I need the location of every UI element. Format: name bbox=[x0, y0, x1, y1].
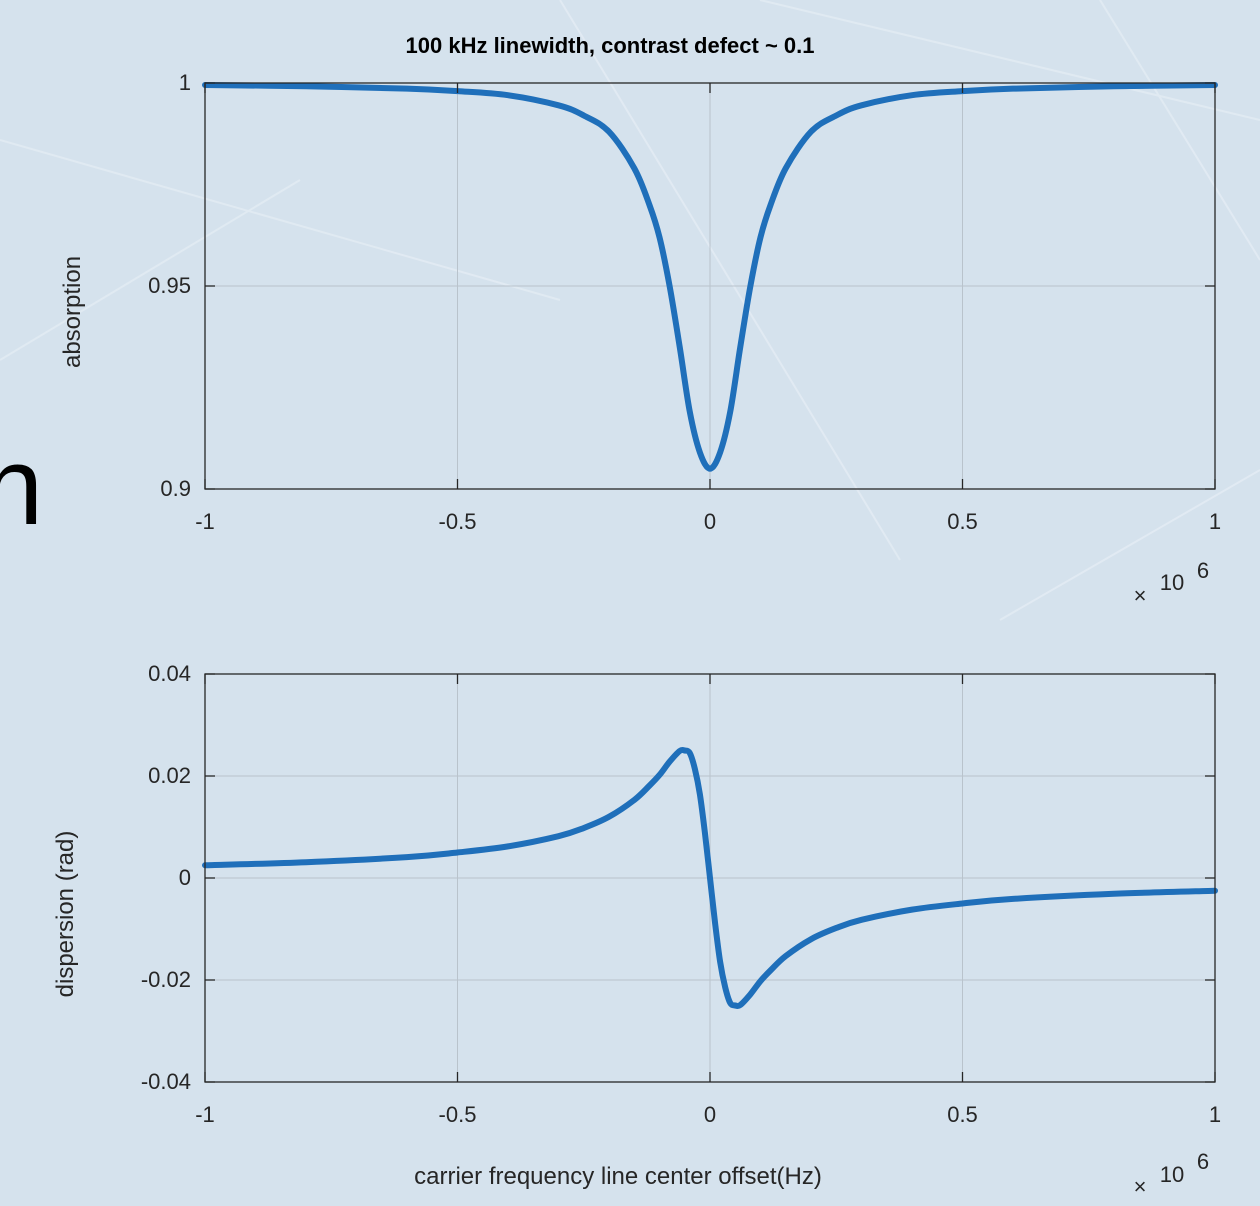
absorption-chart: -1 -0.5 0 0.5 1 0.9 0.95 1 100 kHz linewidth, c… bbox=[59, 33, 1221, 608]
x-tick-label: -0.5 bbox=[439, 509, 477, 534]
x-tick-label: 0 bbox=[704, 509, 716, 534]
x-exponent-times: × bbox=[1134, 1174, 1147, 1199]
x-tick-label: -1 bbox=[195, 1102, 215, 1127]
y-tick-label: 0.9 bbox=[160, 476, 191, 501]
dispersion-chart: -1 -0.5 0 0.5 1 -0.04 -0.02 0 0.02 0.04 carrier f… bbox=[52, 661, 1221, 1199]
x-exponent: × 10 6 bbox=[1134, 1149, 1210, 1199]
y-tick-label: 0.95 bbox=[148, 273, 191, 298]
x-exponent: × 10 6 bbox=[1134, 558, 1210, 608]
x-axis-label: carrier frequency line center offset(Hz) bbox=[414, 1163, 822, 1190]
x-tick-label: 0.5 bbox=[947, 1102, 978, 1127]
chart-title: 100 kHz linewidth, contrast defect ~ 0.1 bbox=[406, 33, 815, 58]
x-tick-label: -1 bbox=[195, 509, 215, 534]
x-exponent-power: 6 bbox=[1197, 1149, 1209, 1174]
x-tick-label: -0.5 bbox=[439, 1102, 477, 1127]
x-tick-label: 1 bbox=[1209, 1102, 1221, 1127]
y-tick-label: 1 bbox=[179, 70, 191, 95]
absorption-line bbox=[202, 82, 1218, 472]
y-tick-label: 0.04 bbox=[148, 661, 191, 686]
y-tick-label: -0.04 bbox=[141, 1069, 191, 1094]
y-axis-label: absorption bbox=[59, 256, 86, 368]
y-tick-label: -0.02 bbox=[141, 967, 191, 992]
x-exponent-base: 10 bbox=[1160, 1162, 1184, 1187]
y-tick-label: 0 bbox=[179, 865, 191, 890]
x-tick-label: 1 bbox=[1209, 509, 1221, 534]
dispersion-line bbox=[202, 746, 1218, 1010]
x-exponent-base: 10 bbox=[1160, 570, 1184, 595]
x-tick-label: 0.5 bbox=[947, 509, 978, 534]
y-axis-label: dispersion (rad) bbox=[52, 831, 79, 998]
x-tick-label: 0 bbox=[704, 1102, 716, 1127]
x-exponent-power: 6 bbox=[1197, 558, 1209, 583]
background-glyph: n bbox=[0, 425, 44, 548]
x-exponent-times: × bbox=[1134, 583, 1147, 608]
y-tick-label: 0.02 bbox=[148, 763, 191, 788]
